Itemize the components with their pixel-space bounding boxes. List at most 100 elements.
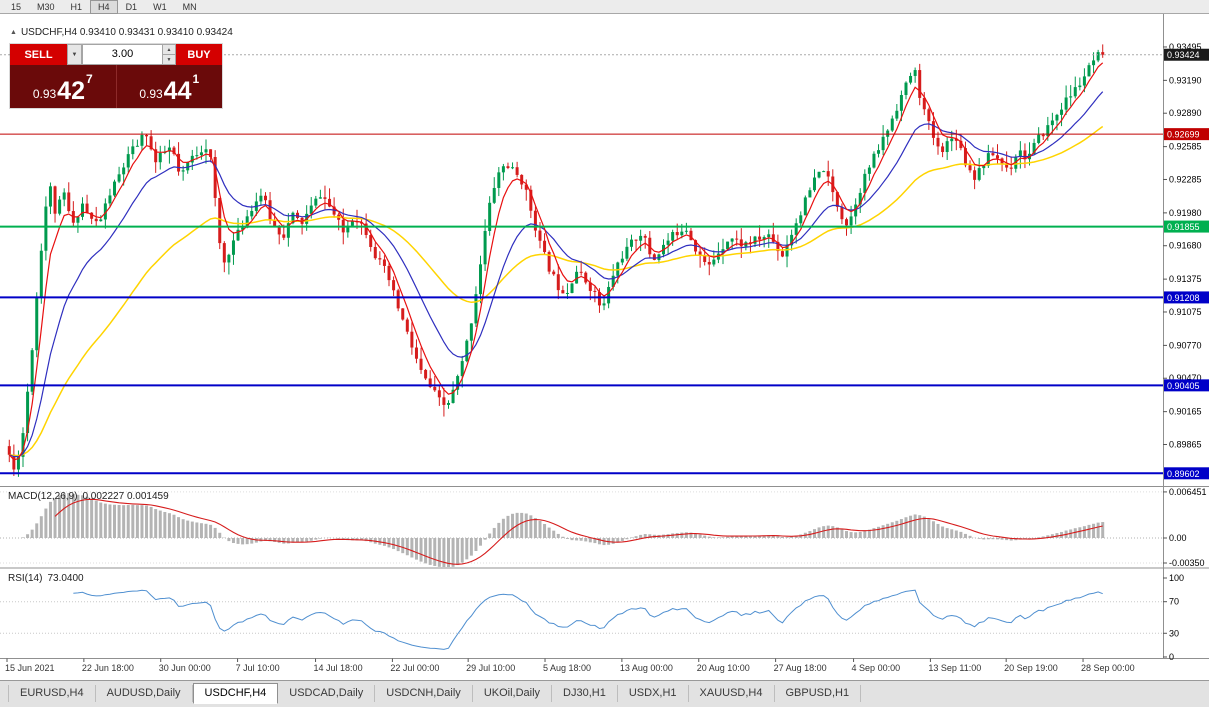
chart-window: 0.93495 0.93190 0.92890 0.92585 0.92285 0.919… — [0, 14, 1209, 680]
chevron-down-icon: ▼ — [71, 51, 78, 58]
tab-USDCAD-Daily[interactable]: USDCAD,Daily — [278, 685, 376, 702]
svg-text:0.91075: 0.91075 — [1169, 307, 1202, 317]
svg-text:0.93424: 0.93424 — [1167, 50, 1200, 60]
timeframe-D1[interactable]: D1 — [125, 1, 138, 12]
svg-text:0.93495: 0.93495 — [1169, 42, 1202, 52]
chart-tabbar: EURUSD,H4 AUDUSD,Daily USDCHF,H4 USDCAD,Dai… — [0, 680, 1209, 707]
chart-canvas[interactable]: 0.93495 0.93190 0.92890 0.92585 0.92285 0.919… — [0, 14, 1209, 680]
svg-text:0.92585: 0.92585 — [1169, 142, 1202, 152]
price-axis[interactable] — [1163, 14, 1209, 680]
trade-controls-row: SELL ▼ 3.00 ▲ ▼ BUY — [10, 44, 222, 65]
buy-price[interactable]: 0.93 44 1 — [115, 65, 223, 108]
rsi-name: RSI(14) — [8, 573, 43, 584]
macd-name: MACD(12,26,9) — [8, 491, 78, 502]
svg-text:0.92890: 0.92890 — [1169, 108, 1202, 118]
tab-UKOil-Daily[interactable]: UKOil,Daily — [473, 685, 553, 702]
svg-text:28 Sep 00:00: 28 Sep 00:00 — [1081, 663, 1135, 673]
tab-USDX-H1[interactable]: USDX,H1 — [618, 685, 689, 702]
level-badge-0.92699: 0.92699 — [1164, 128, 1209, 141]
chart-header: ▲ USDCHF,H4 0.93410 0.93431 0.93410 0.93… — [10, 27, 233, 38]
buy-price-sup: 1 — [192, 72, 200, 86]
svg-text:5 Aug 18:00: 5 Aug 18:00 — [543, 663, 591, 673]
current-price-badge: 0.93424 — [1164, 48, 1209, 61]
tab-XAUUSD-H4[interactable]: XAUUSD,H4 — [689, 685, 775, 702]
buy-button[interactable]: BUY — [176, 44, 222, 65]
level-badge-0.91855: 0.91855 — [1164, 220, 1209, 233]
timeframe-MN[interactable]: MN — [182, 1, 197, 12]
timeframe-W1[interactable]: W1 — [153, 1, 167, 12]
svg-text:0.91208: 0.91208 — [1167, 293, 1200, 303]
svg-text:27 Aug 18:00: 27 Aug 18:00 — [774, 663, 827, 673]
svg-text:22 Jul 00:00: 22 Jul 00:00 — [390, 663, 439, 673]
tab-AUDUSD-Daily[interactable]: AUDUSD,Daily — [96, 685, 193, 702]
timeframe-15[interactable]: 15 — [11, 1, 22, 12]
timeframe-H1[interactable]: H1 — [70, 1, 83, 12]
sell-price-prefix: 0.93 — [32, 87, 57, 101]
sell-price[interactable]: 0.93 42 7 — [10, 65, 116, 108]
svg-text:14 Jul 18:00: 14 Jul 18:00 — [314, 663, 363, 673]
macd-pane — [0, 491, 1163, 567]
chart-title: USDCHF,H4 0.93410 0.93431 0.93410 0.9342… — [20, 27, 233, 38]
rsi-pane — [0, 589, 1163, 650]
sell-price-sup: 7 — [85, 72, 93, 86]
svg-text:100: 100 — [1169, 573, 1184, 583]
svg-text:0.90405: 0.90405 — [1167, 381, 1200, 391]
macd-label: MACD(12,26,9) 0.002227 0.001459 — [8, 491, 169, 502]
tab-DJ30-H1[interactable]: DJ30,H1 — [552, 685, 618, 702]
tab-GBPUSD-H1[interactable]: GBPUSD,H1 — [775, 685, 862, 702]
svg-text:30: 30 — [1169, 628, 1179, 638]
rsi-value: 73.0400 — [47, 573, 84, 584]
svg-text:13 Sep 11:00: 13 Sep 11:00 — [928, 663, 981, 673]
volume-decrease-button[interactable]: ▼ — [162, 54, 175, 64]
trade-options-dropdown[interactable]: ▼ — [67, 44, 82, 65]
volume-value: 3.00 — [111, 48, 134, 60]
level-badge-0.91208: 0.91208 — [1164, 291, 1209, 304]
timeframe-H4[interactable]: H4 — [90, 0, 118, 14]
svg-text:0.90165: 0.90165 — [1169, 407, 1202, 417]
level-badge-0.89602: 0.89602 — [1164, 467, 1209, 480]
svg-text:13 Aug 00:00: 13 Aug 00:00 — [620, 663, 673, 673]
svg-text:0.92699: 0.92699 — [1167, 130, 1200, 140]
svg-text:15 Jun 2021: 15 Jun 2021 — [5, 663, 55, 673]
rsi-label: RSI(14) 73.0400 — [8, 573, 84, 584]
svg-text:22 Jun 18:00: 22 Jun 18:00 — [82, 663, 134, 673]
svg-text:0.91375: 0.91375 — [1169, 274, 1202, 284]
volume-input[interactable]: 3.00 ▲ ▼ — [82, 44, 176, 65]
buy-price-main: 44 — [163, 77, 192, 105]
svg-text:30 Jun 00:00: 30 Jun 00:00 — [159, 663, 211, 673]
sell-button[interactable]: SELL — [10, 44, 67, 65]
timeframe-M30[interactable]: M30 — [37, 1, 55, 12]
buy-price-prefix: 0.93 — [139, 87, 163, 101]
price-pane — [0, 44, 1163, 477]
svg-text:0: 0 — [1169, 652, 1174, 662]
volume-stepper: ▲ ▼ — [162, 45, 175, 64]
svg-text:0.92285: 0.92285 — [1169, 174, 1202, 184]
tab-USDCHF-H4[interactable]: USDCHF,H4 — [192, 683, 279, 704]
tab-USDCNH-Daily[interactable]: USDCNH,Daily — [375, 685, 473, 702]
svg-text:70: 70 — [1169, 597, 1179, 607]
volume-increase-button[interactable]: ▲ — [162, 45, 175, 54]
sell-price-main: 42 — [57, 77, 85, 105]
svg-text:20 Sep 19:00: 20 Sep 19:00 — [1004, 663, 1058, 673]
svg-text:0.006451: 0.006451 — [1169, 487, 1207, 497]
svg-text:0.93190: 0.93190 — [1169, 75, 1202, 85]
timeframe-toolbar: 15 M30 H1 H4 D1 W1 MN — [0, 0, 1209, 14]
level-badge-0.90405: 0.90405 — [1164, 379, 1209, 392]
svg-text:0.91855: 0.91855 — [1167, 222, 1200, 232]
svg-text:0.91980: 0.91980 — [1169, 208, 1202, 218]
chart-symbol-icon: ▲ — [10, 29, 17, 36]
svg-text:0.89602: 0.89602 — [1167, 469, 1200, 479]
one-click-trading-panel: SELL ▼ 3.00 ▲ ▼ BUY 0.93 42 7 0.93 44 — [10, 44, 222, 108]
svg-text:0.90770: 0.90770 — [1169, 340, 1202, 350]
svg-text:29 Jul 10:00: 29 Jul 10:00 — [466, 663, 515, 673]
svg-text:4 Sep 00:00: 4 Sep 00:00 — [852, 663, 901, 673]
price-axis-labels: 0.93495 0.93190 0.92890 0.92585 0.92285 0.919… — [1163, 42, 1207, 662]
tab-EURUSD-H4[interactable]: EURUSD,H4 — [8, 685, 96, 702]
macd-values: 0.002227 0.001459 — [82, 491, 169, 502]
svg-text:0.91680: 0.91680 — [1169, 241, 1202, 251]
time-axis[interactable]: 15 Jun 2021 22 Jun 18:00 30 Jun 00:00 7 Jul… — [5, 658, 1135, 674]
svg-text:7 Jul 10:00: 7 Jul 10:00 — [236, 663, 280, 673]
svg-text:0.89865: 0.89865 — [1169, 439, 1202, 449]
svg-text:0.00: 0.00 — [1169, 533, 1187, 543]
svg-text:-0.00350: -0.00350 — [1169, 558, 1205, 568]
